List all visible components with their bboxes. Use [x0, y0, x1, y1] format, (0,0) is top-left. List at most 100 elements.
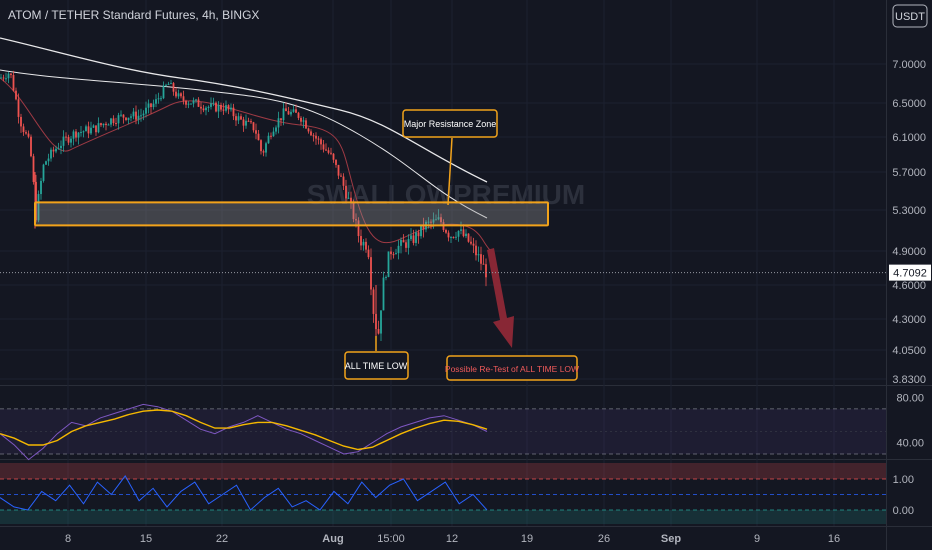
- candle-body: [327, 150, 330, 153]
- candle-body: [107, 124, 110, 126]
- candle-body: [85, 126, 87, 132]
- candle-body: [482, 263, 485, 265]
- candle-body: [22, 126, 25, 133]
- candle-body: [132, 111, 135, 117]
- candle-body: [110, 118, 112, 125]
- candle-body: [20, 116, 22, 127]
- candle-body: [312, 135, 315, 137]
- candle-body: [72, 131, 75, 139]
- candle-body: [355, 219, 357, 221]
- x-tick-label: 22: [216, 533, 228, 545]
- candle-body: [192, 100, 195, 104]
- candle-body: [50, 149, 52, 159]
- candle-body: [282, 108, 285, 121]
- candle-body: [47, 158, 50, 162]
- rsi-pane: [0, 386, 886, 458]
- candle-body: [75, 131, 77, 138]
- candle-body: [407, 239, 410, 248]
- candle-body: [432, 219, 435, 223]
- candle-body: [452, 236, 455, 238]
- candle-body: [182, 96, 185, 101]
- candle-body: [267, 135, 270, 144]
- candle-body: [357, 220, 360, 237]
- candle-body: [77, 132, 80, 138]
- candle-body: [92, 125, 95, 128]
- candle-body: [242, 119, 245, 126]
- candle-body: [12, 75, 15, 91]
- candle-body: [362, 241, 365, 246]
- candle-body: [330, 152, 332, 154]
- resistance-zone: [34, 201, 549, 227]
- candle-body: [167, 83, 170, 85]
- rsi-band: [0, 408, 886, 454]
- candle-body: [65, 136, 67, 138]
- candle-body: [360, 236, 362, 246]
- candle-body: [217, 104, 220, 112]
- candle-body: [332, 153, 335, 160]
- callout-box: [402, 109, 498, 138]
- candle-body: [15, 90, 17, 100]
- candle-body: [2, 77, 5, 79]
- candle-body: [345, 185, 347, 199]
- candle-body: [45, 161, 47, 165]
- callout-label: Possible Re-Test of ALL TIME LOW: [445, 364, 579, 374]
- candle-body: [400, 239, 402, 246]
- candle-body: [215, 102, 217, 112]
- candle-body: [195, 99, 197, 101]
- y-tick-label: 4.9000: [892, 246, 926, 258]
- candle-body: [80, 131, 82, 133]
- price-axis[interactable]: [886, 0, 932, 526]
- candle-body: [467, 233, 470, 242]
- candle-body: [25, 132, 27, 134]
- candle-body: [180, 93, 182, 97]
- candle-body: [220, 104, 222, 110]
- candle-body: [247, 120, 250, 122]
- y-tick-label: 5.3000: [892, 205, 926, 217]
- candle-body: [250, 121, 252, 123]
- candle-body: [255, 130, 257, 134]
- candle-body: [200, 106, 202, 109]
- candle-body: [67, 136, 70, 143]
- candle-body: [320, 139, 322, 145]
- chart-title: ATOM / TETHER Standard Futures, 4h, BING…: [8, 8, 259, 22]
- candle-body: [115, 122, 117, 124]
- candle-body: [117, 115, 120, 124]
- candle-body: [52, 149, 55, 152]
- osc-upper-band: [0, 463, 886, 479]
- candle-body: [150, 103, 152, 108]
- candle-body: [302, 120, 305, 122]
- candle-body: [62, 136, 65, 146]
- candle-body: [280, 118, 282, 121]
- candle-body: [130, 116, 132, 118]
- candle-body: [277, 118, 280, 128]
- candle-body: [245, 120, 247, 126]
- candle-body: [135, 111, 137, 120]
- candle-body: [475, 245, 477, 256]
- candle-body: [462, 229, 465, 237]
- candle-body: [252, 122, 255, 131]
- candle-body: [232, 107, 235, 117]
- candle-body: [87, 126, 90, 134]
- candle-body: [390, 251, 392, 255]
- candle-body: [415, 232, 417, 243]
- candle-body: [7, 73, 10, 79]
- candle-body: [305, 120, 307, 129]
- candle-body: [387, 251, 390, 277]
- x-tick-label: 12: [446, 533, 458, 545]
- candle-body: [310, 131, 312, 136]
- candle-body: [147, 103, 150, 108]
- candle-body: [30, 136, 32, 157]
- candle-body: [60, 145, 62, 149]
- x-tick-label: 16: [828, 533, 840, 545]
- candle-body: [95, 125, 97, 133]
- candle-body: [227, 105, 230, 110]
- candle-body: [352, 201, 355, 220]
- candle-body: [70, 138, 72, 143]
- candle-body: [455, 236, 457, 238]
- currency-button[interactable]: USDT: [892, 4, 928, 28]
- y-tick-label: 6.5000: [892, 98, 926, 110]
- candle-body: [322, 144, 325, 150]
- candle-body: [272, 131, 275, 137]
- candle-body: [100, 123, 102, 126]
- candle-body: [325, 149, 327, 151]
